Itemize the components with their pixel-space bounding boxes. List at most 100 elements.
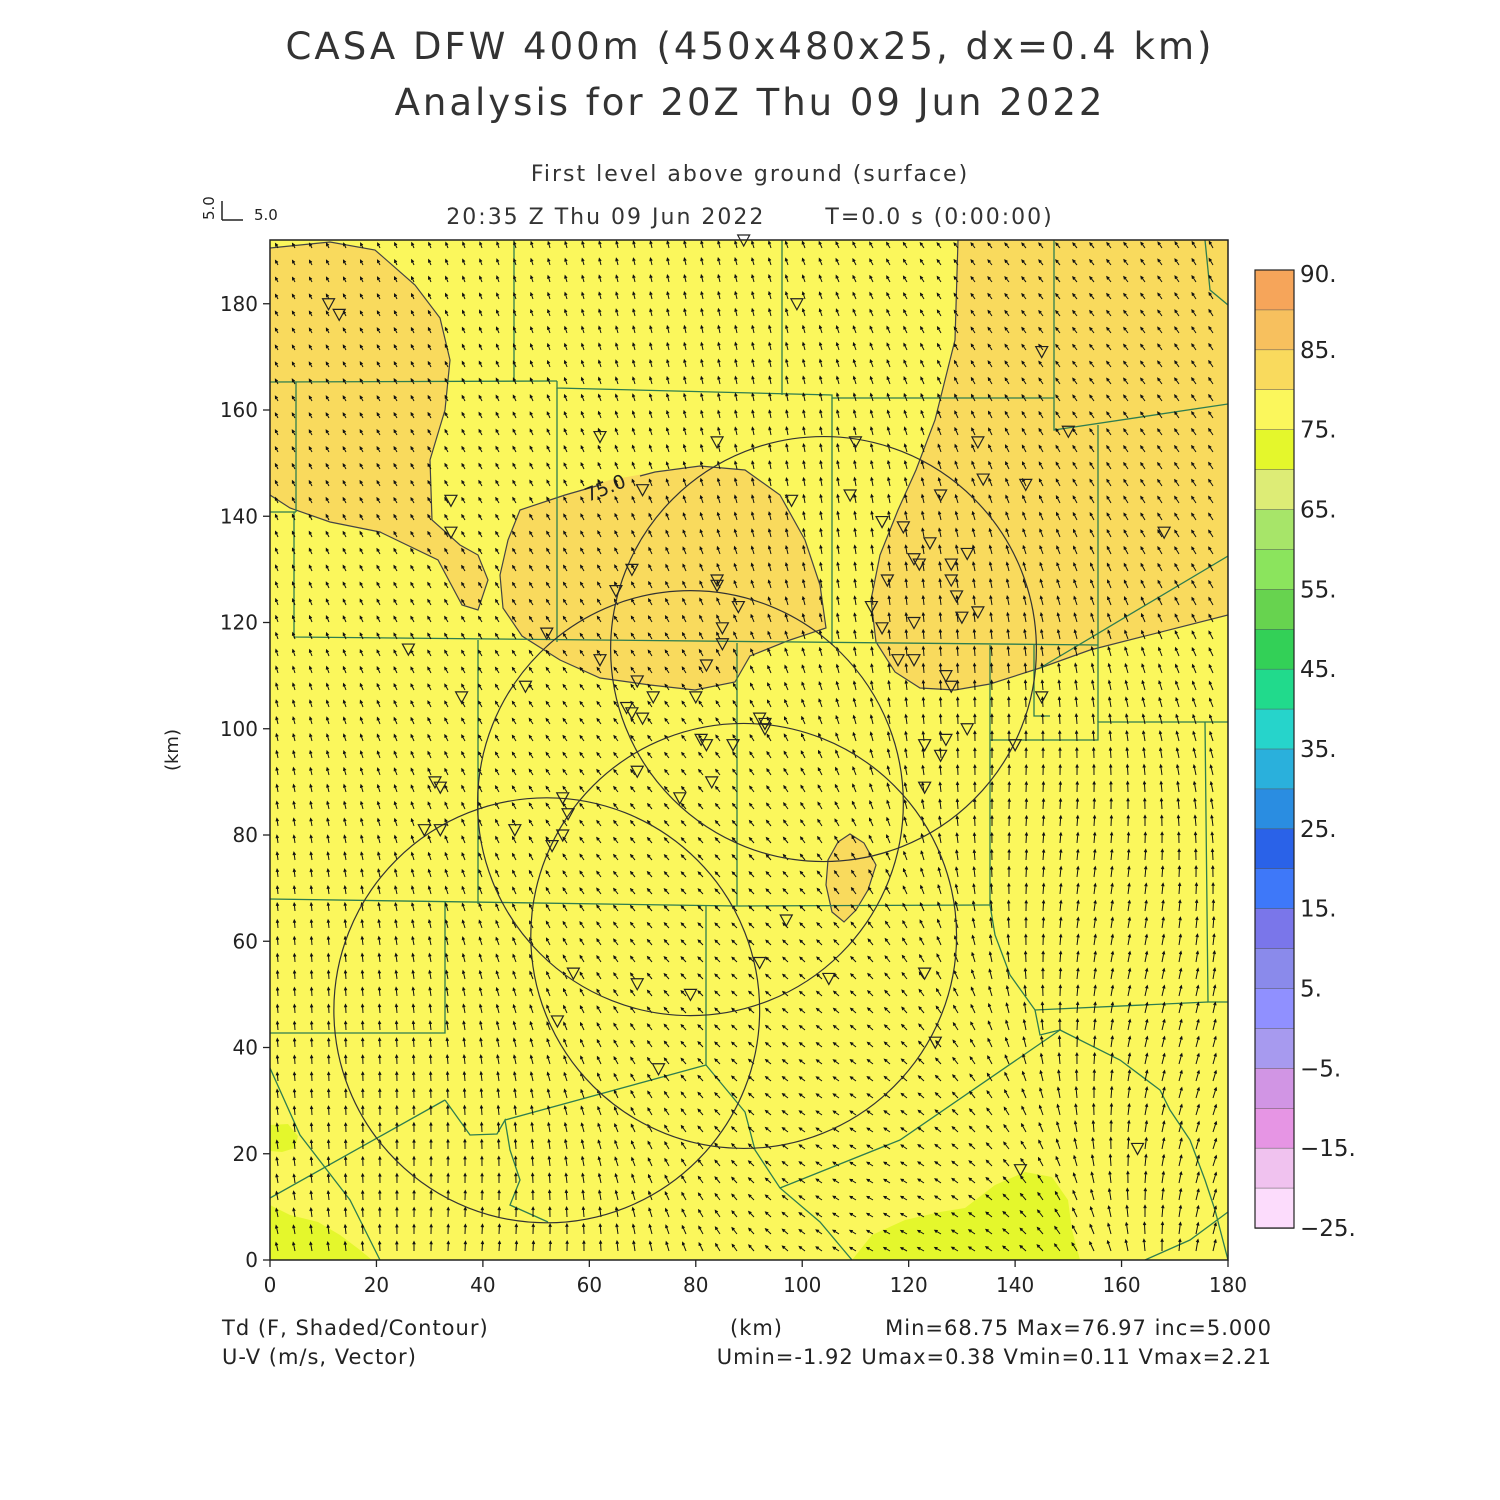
wind-vector (697, 905, 704, 912)
wind-vector (564, 274, 568, 283)
wind-vector (747, 1041, 755, 1048)
wind-vector (461, 479, 466, 487)
wind-vector (952, 1039, 959, 1048)
wind-vector (987, 259, 993, 266)
wind-vector (342, 445, 347, 453)
wind-vector (802, 409, 806, 419)
wind-vector (783, 750, 789, 759)
wind-vector (663, 785, 670, 793)
wind-vector (427, 377, 432, 385)
wind-vector (697, 1057, 704, 1065)
wind-vector (598, 257, 602, 266)
wind-vector (480, 1240, 485, 1252)
wind-vector (817, 784, 823, 793)
station-marker (630, 765, 645, 779)
wind-vector (748, 922, 755, 929)
wind-vector (952, 1021, 959, 1031)
station-marker (906, 616, 921, 630)
wind-vector (1194, 848, 1198, 861)
wind-vector (784, 561, 789, 572)
wind-vector (870, 680, 874, 691)
wind-vector (613, 768, 619, 776)
wind-vector (275, 918, 280, 929)
wind-vector (359, 378, 364, 385)
wind-vector (717, 307, 721, 317)
wind-vector (648, 1240, 653, 1252)
colorbar-swatch-6 (1254, 509, 1295, 551)
wind-vector (717, 358, 721, 368)
wind-vector (938, 527, 942, 538)
wind-vector (988, 494, 993, 504)
wind-vector (955, 832, 959, 844)
wind-vector (393, 479, 398, 487)
wind-vector (597, 410, 602, 419)
wind-vector (1140, 309, 1146, 317)
wind-vector (376, 479, 381, 487)
wind-vector (1156, 377, 1163, 385)
wind-vector (444, 581, 449, 589)
wind-vector (393, 378, 398, 385)
station-marker (433, 824, 448, 837)
wind-vector (461, 462, 466, 470)
wind-vector (1005, 984, 1010, 997)
wind-vector (697, 1091, 704, 1099)
wind-vector (666, 257, 670, 266)
wind-vector (902, 275, 908, 283)
wind-vector (1073, 1154, 1078, 1167)
wind-vector (1005, 578, 1010, 589)
wind-vector (852, 274, 857, 283)
colorbar-swatch-0 (1254, 269, 1295, 311)
wind-vector (1161, 933, 1166, 946)
wind-vector (393, 496, 398, 504)
wind-vector (801, 240, 806, 249)
wind-vector (530, 1155, 535, 1167)
wind-vector (747, 1210, 755, 1218)
wind-vector (784, 716, 789, 725)
wind-vector (699, 597, 704, 606)
wind-vector (546, 342, 551, 351)
wind-vector (781, 1228, 789, 1235)
wind-vector (952, 1056, 959, 1065)
wind-vector (782, 836, 789, 844)
wind-vector (938, 764, 943, 776)
wind-vector (714, 1007, 721, 1014)
wind-vector (411, 986, 416, 997)
wind-vector (461, 868, 466, 878)
wind-vector (580, 393, 585, 402)
wind-vector (596, 700, 602, 708)
wind-vector (749, 716, 755, 725)
wind-vector (663, 972, 670, 980)
wind-vector (1007, 713, 1011, 725)
wind-vector (1074, 1085, 1079, 1099)
wind-vector (1106, 495, 1112, 504)
wind-vector (562, 581, 568, 589)
wind-vector (1024, 916, 1028, 928)
wind-vector (903, 460, 908, 470)
wind-vector (360, 969, 365, 980)
wind-vector (411, 1070, 416, 1082)
wind-vector (648, 461, 653, 470)
wind-vector (1024, 831, 1029, 844)
wind-vector (700, 409, 704, 419)
wind-vector (766, 785, 772, 793)
wind-vector (547, 291, 551, 300)
wind-vector (1157, 613, 1163, 623)
wind-vector (886, 359, 891, 368)
wind-vector (410, 750, 415, 759)
wind-vector (818, 291, 823, 300)
wind-vector (444, 649, 449, 657)
wind-vector (1036, 1226, 1044, 1235)
wind-vector (764, 1211, 772, 1218)
wind-vector (936, 953, 942, 963)
wind-vector (1140, 292, 1146, 300)
wind-vector (835, 257, 840, 266)
wind-vector (579, 581, 585, 589)
x-tick-label-6: 120 (890, 1273, 928, 1297)
wind-vector (732, 751, 738, 759)
wind-vector (1038, 293, 1044, 300)
wind-vector (546, 1104, 551, 1116)
wind-vector (308, 462, 313, 470)
wind-vector (987, 242, 993, 249)
wind-vector (970, 1003, 976, 1014)
wind-vector (478, 852, 483, 861)
